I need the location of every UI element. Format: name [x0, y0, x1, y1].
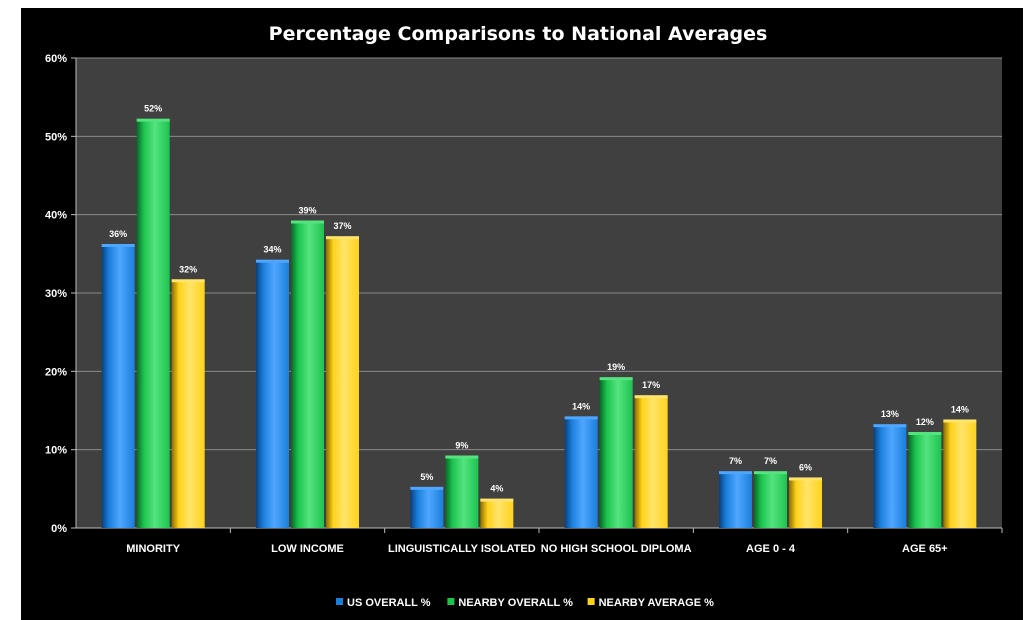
bar [908, 434, 942, 528]
legend-label: NEARBY AVERAGE % [599, 597, 715, 609]
data-label: 12% [916, 417, 934, 427]
legend-label: US OVERALL % [347, 597, 431, 609]
x-tick-label: LOW INCOME [271, 543, 344, 555]
data-label: 52% [144, 104, 162, 114]
bar [719, 473, 752, 528]
x-tick-label: NO HIGH SCHOOL DIPLOMA [541, 543, 692, 555]
legend-swatch [587, 598, 595, 605]
bar [136, 120, 170, 529]
bar [789, 479, 822, 528]
chart-frame: Percentage Comparisons to National Avera… [21, 8, 1023, 620]
bar-top [634, 395, 668, 399]
bar-top [480, 498, 514, 502]
bar [410, 488, 444, 528]
data-label: 37% [333, 221, 351, 231]
data-label: 7% [729, 456, 742, 466]
bar [599, 379, 633, 528]
bar-top [943, 419, 977, 423]
x-tick-label: LINGUISTICALLY ISOLATED [388, 543, 536, 555]
bars: 36% 52% 32% 34% 39% 37% 5% 9% 4% 14% 19% 17% 7% 7% 6% 1… [101, 104, 977, 529]
bar-top [908, 432, 942, 435]
data-label: 39% [298, 206, 316, 216]
data-label: 9% [455, 441, 468, 451]
bar [445, 457, 479, 528]
legend-label: NEARBY OVERALL % [458, 597, 573, 609]
bar-chart: Percentage Comparisons to National Avera… [45, 23, 1003, 609]
bar [101, 246, 135, 528]
bar-top [136, 118, 170, 122]
y-axis: 0% 10% 20% 30% 40% 50% 60% [45, 53, 1003, 535]
chart-title: Percentage Comparisons to National Avera… [269, 23, 768, 45]
bar-top [445, 455, 479, 459]
bar [634, 397, 668, 528]
x-tick-label: MINORITY [126, 543, 180, 555]
bar-top [101, 244, 135, 247]
bar-top [256, 259, 289, 263]
x-axis-labels: MINORITY LOW INCOME LINGUISTICALLY ISOLATE… [126, 543, 947, 555]
bar [943, 421, 977, 528]
y-tick-label: 30% [45, 288, 67, 300]
bar-top [291, 220, 324, 224]
data-label: 14% [951, 404, 969, 414]
bar-top [599, 377, 633, 381]
bar [256, 261, 289, 528]
y-tick-label: 40% [45, 210, 67, 222]
legend-swatch [447, 598, 455, 605]
gridlines [76, 57, 1002, 451]
bar [754, 473, 787, 528]
y-tick-label: 60% [45, 53, 67, 65]
bar-top [719, 471, 752, 475]
bar [564, 418, 598, 528]
data-label: 4% [490, 484, 503, 494]
bar [291, 222, 324, 528]
x-tick-label: AGE 0 - 4 [746, 543, 796, 555]
bar-top [754, 471, 787, 475]
data-label: 7% [764, 456, 777, 466]
bar-top [326, 236, 359, 240]
y-tick-label: 50% [45, 131, 67, 143]
data-label: 32% [179, 264, 197, 274]
x-tick-label: AGE 65+ [902, 543, 948, 555]
data-label: 13% [881, 409, 899, 419]
data-label: 5% [420, 472, 433, 482]
bar-top [873, 424, 907, 428]
bar-top [410, 486, 444, 490]
data-label: 19% [607, 362, 625, 372]
data-label: 17% [642, 380, 660, 390]
bar-top [171, 279, 205, 283]
bar [480, 500, 514, 528]
bar-top [789, 477, 822, 481]
legend[interactable]: US OVERALL % NEARBY OVERALL % NEARBY AVERA… [336, 597, 714, 609]
data-label: 6% [799, 462, 812, 472]
y-tick-label: 10% [45, 445, 67, 457]
legend-swatch [336, 598, 343, 605]
bar [873, 426, 907, 528]
data-label: 34% [263, 245, 281, 255]
bar-top [564, 416, 598, 420]
y-tick-label: 20% [45, 366, 67, 378]
bar [326, 238, 359, 528]
y-tick-label: 0% [51, 523, 67, 535]
bar [171, 281, 205, 528]
data-label: 14% [572, 401, 590, 411]
data-label: 36% [109, 229, 127, 239]
